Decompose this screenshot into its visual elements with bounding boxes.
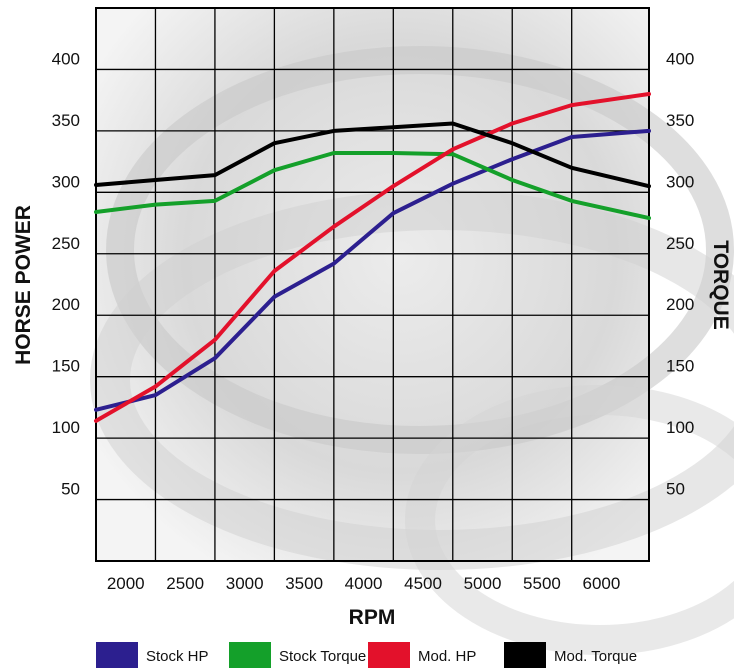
legend-item: Mod. HP (368, 642, 476, 668)
y-tick-label-left: 150 (52, 357, 80, 376)
x-tick-label: 3000 (226, 574, 264, 593)
x-tick-label: 4500 (404, 574, 442, 593)
y-tick-label-left: 200 (52, 295, 80, 314)
legend-swatch (368, 642, 410, 668)
y-tick-label-right: 150 (666, 357, 694, 376)
y-tick-label-right: 250 (666, 234, 694, 253)
background-artwork (90, 8, 734, 655)
y-tick-label-right: 350 (666, 111, 694, 130)
legend-item: Stock HP (96, 642, 209, 668)
legend-label: Mod. Torque (554, 648, 637, 665)
legend-label: Stock HP (146, 648, 209, 665)
y-tick-label-left: 350 (52, 111, 80, 130)
x-tick-label: 4000 (345, 574, 383, 593)
y-tick-label-left: 400 (52, 49, 80, 68)
x-tick-label: 2500 (166, 574, 204, 593)
y-tick-label-left: 300 (52, 172, 80, 191)
y-tick-label-right: 100 (666, 418, 694, 437)
legend-label: Mod. HP (418, 648, 476, 665)
chart-series-lines (94, 92, 651, 423)
chart-legend: Stock HP Stock Torque Mod. HP Mod. Torque (96, 642, 637, 668)
chart-grid (95, 7, 650, 562)
y-tick-label-right: 50 (666, 480, 685, 499)
legend-item: Stock Torque (229, 642, 366, 668)
x-tick-label: 3500 (285, 574, 323, 593)
legend-swatch (504, 642, 546, 668)
y-axis-title-right: TORQUE (709, 240, 732, 329)
series-line-mod-torque (94, 121, 651, 189)
y-tick-label-right: 300 (666, 172, 694, 191)
series-line-mod-hp (94, 92, 651, 423)
legend-swatch (96, 642, 138, 668)
y-tick-label-right: 400 (666, 49, 694, 68)
series-line-stock-torque (94, 151, 651, 221)
x-tick-label: 5500 (523, 574, 561, 593)
legend-swatch (229, 642, 271, 668)
y-tick-label-left: 250 (52, 234, 80, 253)
plot-border (95, 7, 650, 562)
x-tick-label: 6000 (583, 574, 621, 593)
legend-label: Stock Torque (279, 648, 366, 665)
x-tick-label: 2000 (107, 574, 145, 593)
y-tick-label-left: 100 (52, 418, 80, 437)
y-tick-label-right: 200 (666, 295, 694, 314)
x-tick-label: 5000 (464, 574, 502, 593)
series-line-stock-hp (94, 128, 651, 412)
x-axis-title: RPM (349, 606, 396, 629)
chart-tick-labels: 2000 2500 3000 3500 4000 4500 5000 5500 6000 50 10… (52, 49, 695, 593)
legend-item: Mod. Torque (504, 642, 637, 668)
y-tick-label-left: 50 (61, 480, 80, 499)
y-axis-title-left: HORSE POWER (12, 205, 35, 365)
